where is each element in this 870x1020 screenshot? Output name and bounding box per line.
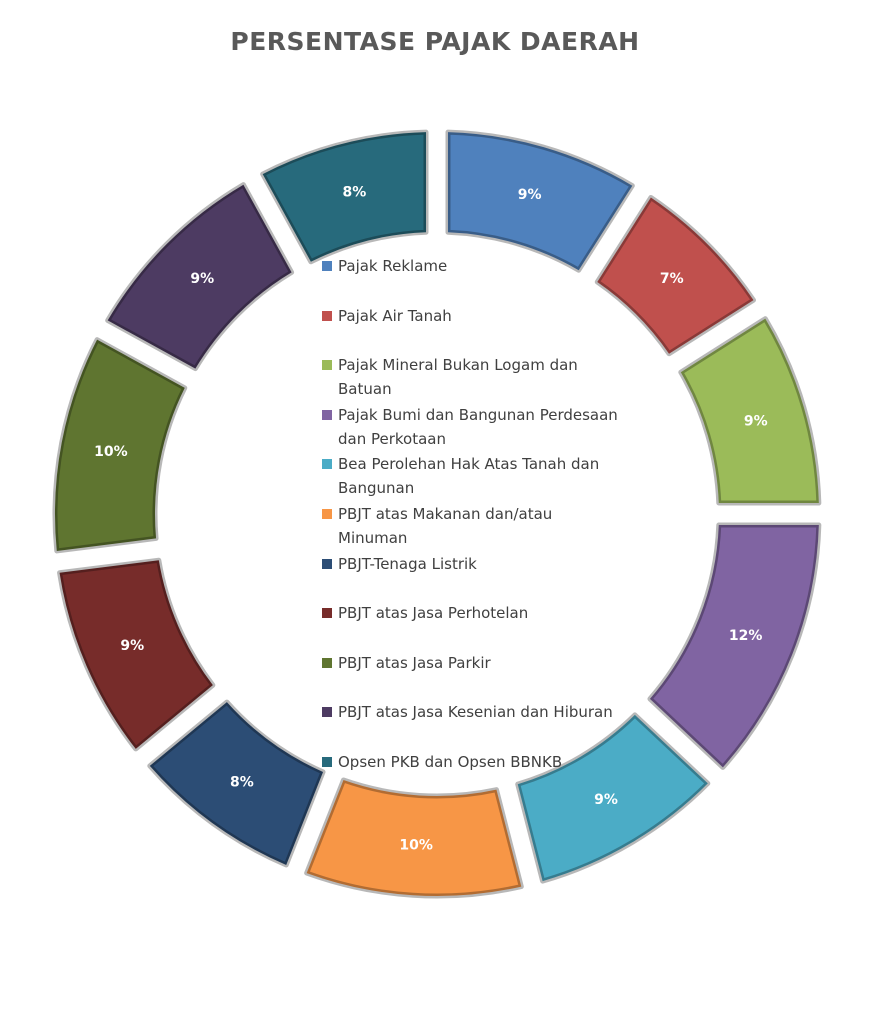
legend-swatch — [322, 261, 332, 271]
legend-swatch — [322, 558, 332, 569]
donut-segment — [147, 699, 326, 868]
legend-swatch — [322, 657, 332, 668]
segment-label: 9% — [744, 413, 768, 429]
legend-item: PBJT atas Jasa Perhotelan — [322, 601, 622, 651]
legend-item: Pajak Air Tanah — [322, 304, 622, 354]
donut-segment — [678, 316, 822, 506]
segment-label: 9% — [190, 271, 214, 287]
legend-swatch — [322, 310, 332, 321]
legend-swatch — [322, 608, 332, 619]
segment-label: 9% — [518, 187, 542, 203]
legend-label: PBJT atas Makanan dan/atau Minuman — [338, 504, 553, 547]
legend-label: PBJT atas Jasa Perhotelan — [338, 604, 529, 623]
segment-label: 8% — [343, 184, 367, 200]
segment-label: 9% — [594, 792, 618, 808]
legend-swatch — [322, 756, 332, 767]
donut-segment — [515, 712, 711, 884]
legend-label: Pajak Reklame — [338, 257, 448, 275]
legend-label: Pajak Air Tanah — [338, 306, 452, 325]
donut-segment — [304, 777, 524, 899]
legend-item: PBJT atas Jasa Parkir — [322, 651, 622, 701]
segment-label: 8% — [230, 775, 254, 791]
legend: Pajak Reklame Pajak Air Tanah Pajak Minera… — [322, 254, 622, 800]
legend-label: PBJT atas Jasa Kesenian dan Hiburan — [338, 703, 613, 722]
segment-label: 10% — [94, 444, 128, 460]
legend-item: Opsen PKB dan Opsen BBNKB — [322, 750, 622, 800]
legend-label: Pajak Mineral Bukan Logam dan Batuan — [338, 356, 578, 399]
segment-label: 9% — [120, 638, 144, 654]
segment-label: 10% — [399, 837, 433, 853]
segment-label: 12% — [729, 628, 763, 644]
segment-label: 7% — [660, 271, 684, 287]
legend-item: PBJT atas Jasa Kesenian dan Hiburan — [322, 700, 622, 750]
legend-label: PBJT-Tenaga Listrik — [338, 554, 477, 573]
legend-label: Opsen PKB dan Opsen BBNKB — [338, 752, 563, 771]
donut-segment — [57, 557, 216, 752]
legend-swatch — [322, 360, 332, 371]
donut-segment — [445, 129, 635, 273]
donut-segment — [105, 182, 295, 372]
legend-item: Bea Perolehan Hak Atas Tanah dan Banguna… — [322, 452, 622, 502]
legend-item: Pajak Mineral Bukan Logam dan Batuan — [322, 353, 622, 403]
legend-swatch — [322, 459, 332, 470]
legend-swatch — [322, 409, 332, 420]
legend-label: Pajak Bumi dan Bangunan Perdesaan dan Pe… — [338, 405, 618, 448]
donut-segment — [647, 522, 822, 770]
legend-item: Pajak Bumi dan Bangunan Perdesaan dan Pe… — [322, 403, 622, 453]
donut-segment — [260, 129, 429, 265]
legend-swatch — [322, 707, 332, 718]
chart-title: PERSENTASE PAJAK DAERAH — [230, 27, 639, 56]
donut-segment — [594, 194, 757, 357]
legend-swatch — [322, 508, 332, 519]
legend-label: PBJT atas Jasa Parkir — [338, 653, 491, 672]
donut-segment — [52, 337, 188, 554]
legend-item: Pajak Reklame — [322, 254, 622, 304]
legend-item: PBJT atas Makanan dan/atau Minuman — [322, 502, 622, 552]
legend-item: PBJT-Tenaga Listrik — [322, 552, 622, 602]
legend-label: Bea Perolehan Hak Atas Tanah dan Banguna… — [338, 455, 600, 498]
